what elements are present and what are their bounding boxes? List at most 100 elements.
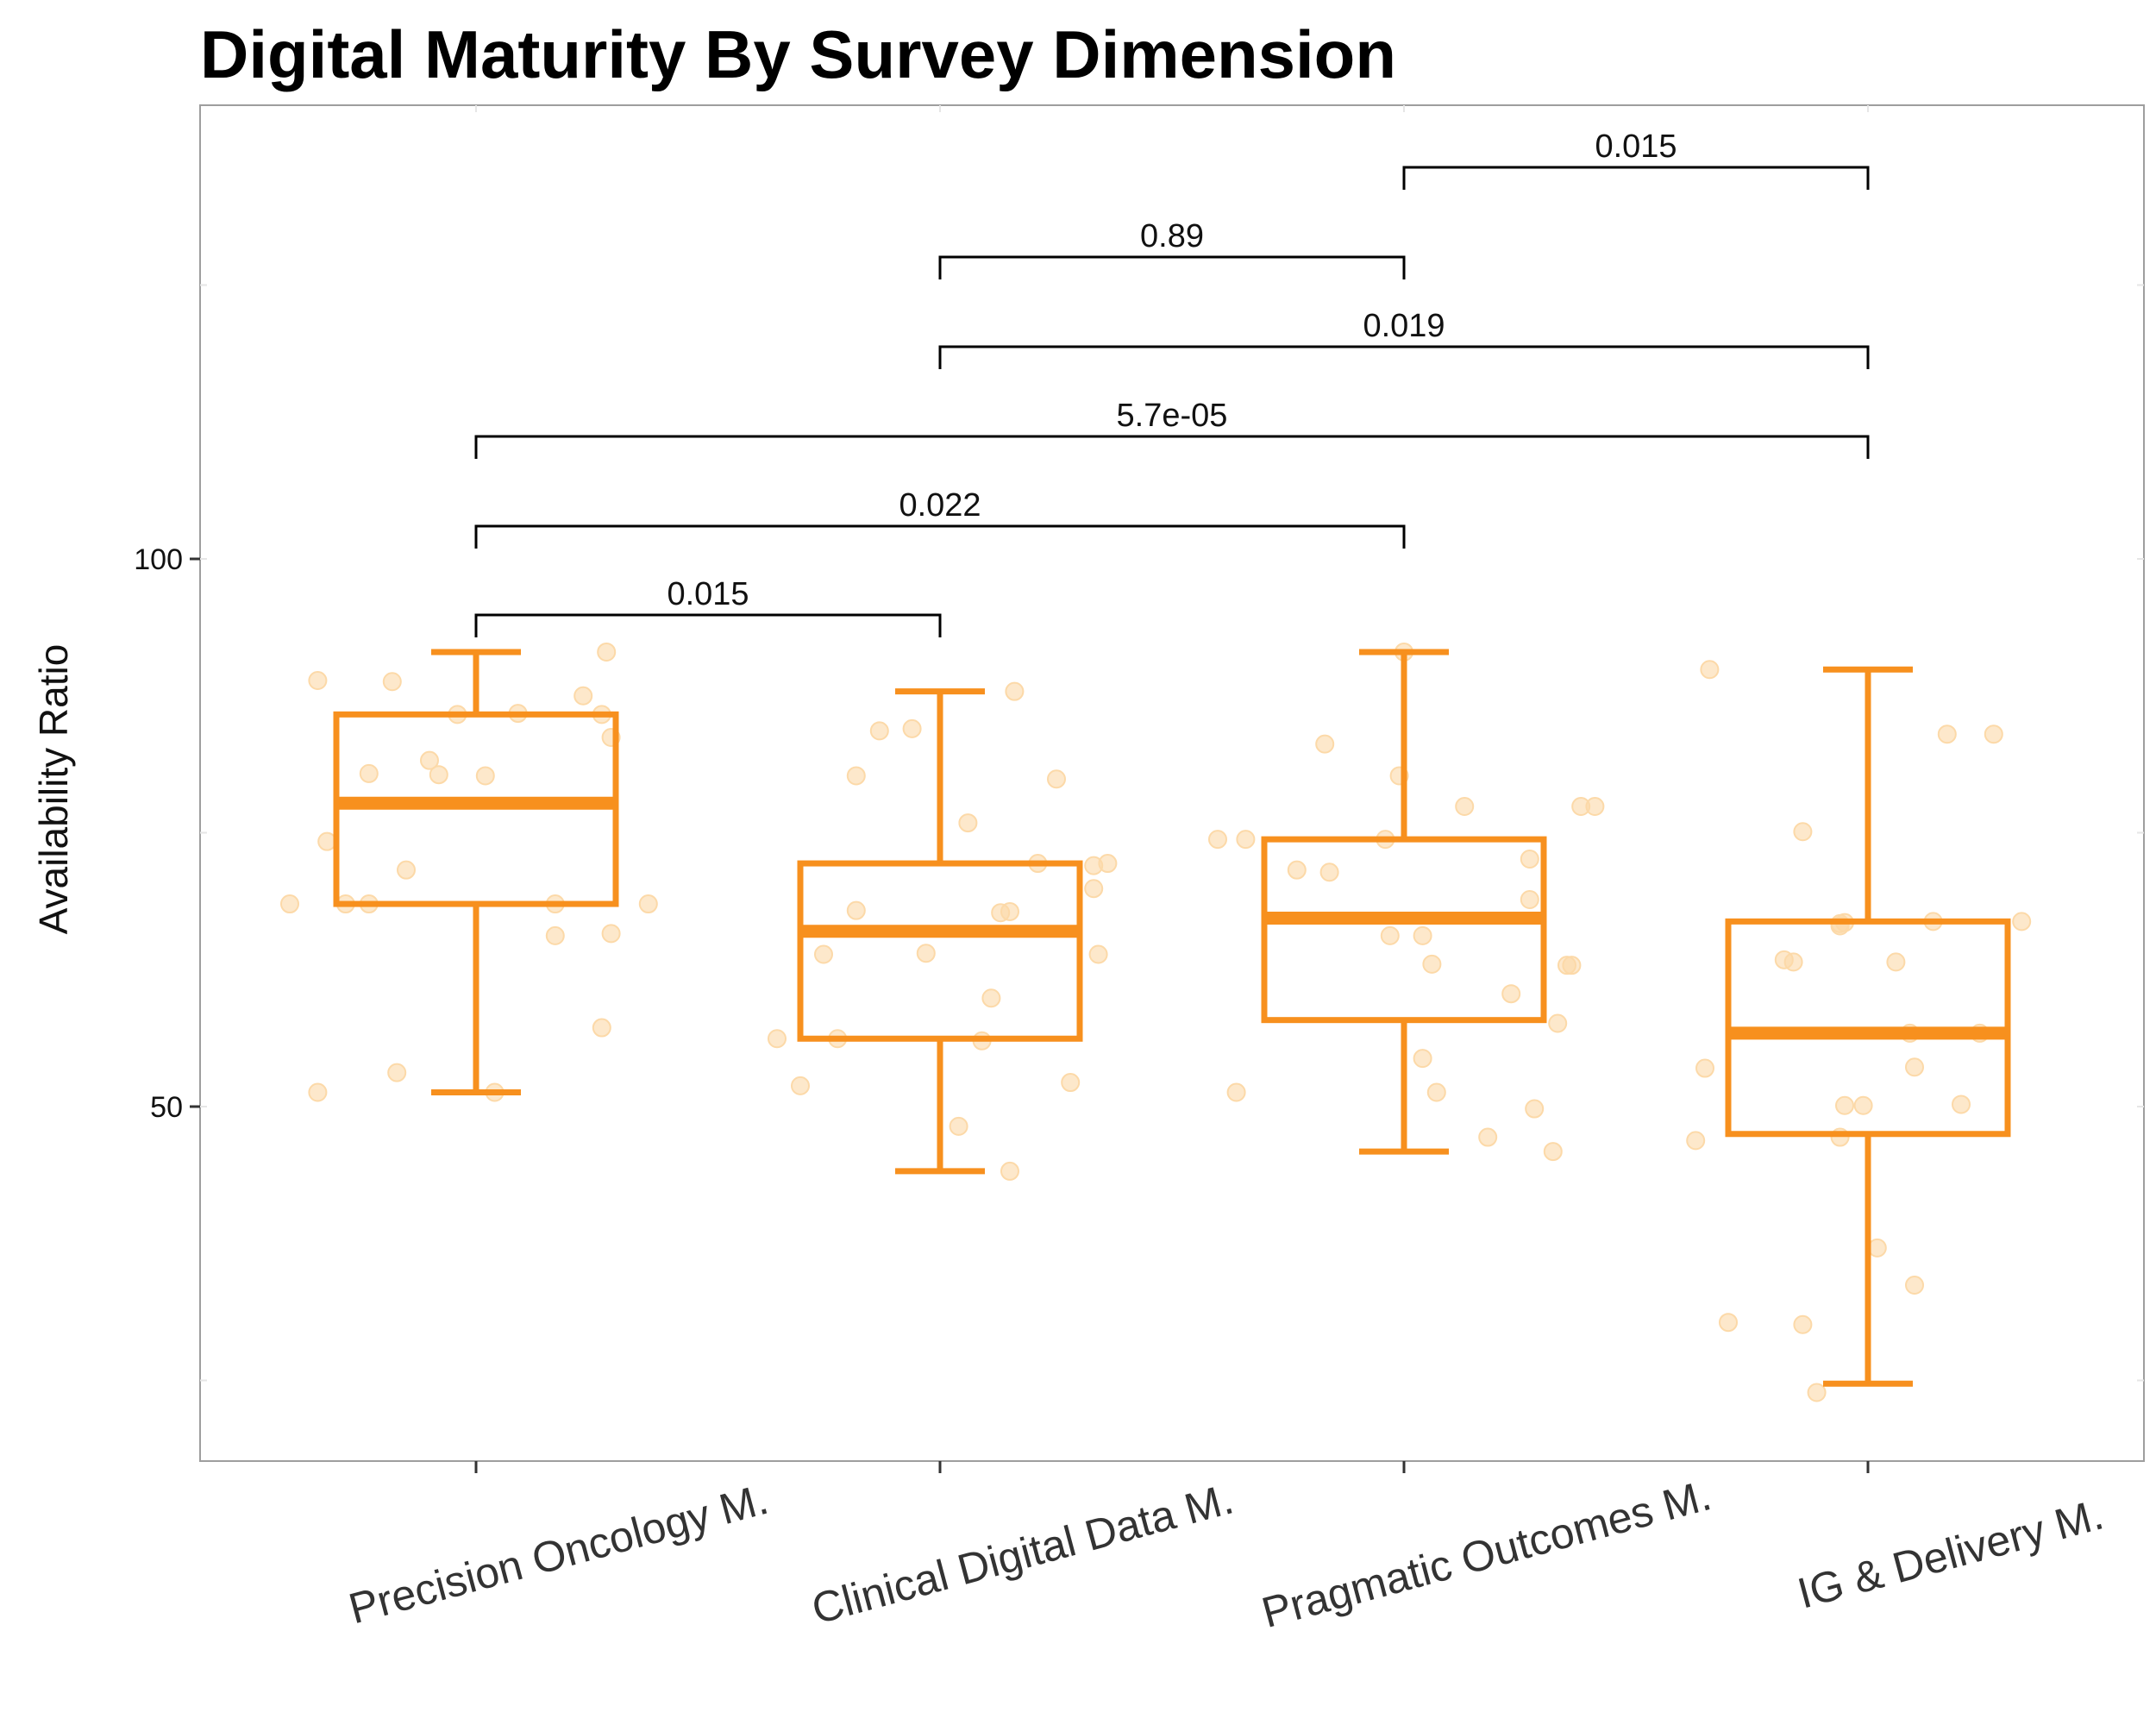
jitter-points: [280, 642, 2032, 1402]
data-point: [1098, 854, 1118, 874]
data-point: [1000, 1161, 1019, 1181]
data-point: [308, 1082, 328, 1102]
p-value-label: 5.7e-05: [1117, 398, 1228, 434]
comparison-bracket: [938, 255, 1406, 279]
data-point: [382, 672, 402, 692]
data-point: [846, 766, 866, 786]
data-point: [1413, 925, 1432, 945]
p-value-label: 0.022: [899, 487, 981, 524]
data-point: [359, 763, 379, 783]
data-point: [1319, 862, 1339, 882]
data-point: [1426, 1082, 1446, 1102]
data-point: [958, 813, 978, 833]
data-point: [429, 765, 448, 785]
boxes: [333, 649, 2011, 1387]
data-point: [1520, 889, 1539, 909]
data-point: [1937, 724, 1957, 744]
data-point: [1886, 952, 1906, 972]
data-point: [573, 686, 593, 706]
data-point: [1047, 769, 1066, 789]
data-point: [1525, 1099, 1545, 1119]
data-point: [280, 894, 299, 914]
data-point: [1000, 901, 1019, 921]
data-point: [1380, 925, 1400, 945]
comparison-bracket: [474, 524, 1406, 549]
data-point: [791, 1076, 810, 1095]
box-iqr: [797, 860, 1083, 1042]
data-point: [1236, 830, 1256, 850]
data-point: [869, 721, 889, 741]
data-point: [1543, 1142, 1563, 1162]
chart-title: Digital Maturity By Survey Dimension: [200, 16, 1396, 92]
p-value-label: 0.015: [667, 576, 749, 612]
y-axis-title: Availability Ratio: [31, 644, 76, 935]
comparison-bracket: [474, 613, 942, 637]
data-point: [1695, 1058, 1714, 1078]
data-point: [1315, 734, 1335, 754]
data-point: [1686, 1131, 1706, 1151]
data-point: [1562, 956, 1582, 975]
box-iqr: [1261, 836, 1547, 1024]
data-point: [1422, 954, 1442, 974]
data-point: [981, 988, 1001, 1008]
data-point: [1700, 660, 1720, 680]
data-point: [949, 1116, 968, 1136]
data-point: [1084, 879, 1104, 899]
data-point: [1905, 1276, 1924, 1295]
data-point: [814, 944, 833, 964]
data-point: [317, 831, 337, 851]
data-point: [1952, 1095, 1971, 1114]
data-point: [597, 642, 617, 662]
comparison-bracket: [938, 345, 1870, 369]
data-point: [1520, 849, 1539, 869]
data-point: [1061, 1073, 1081, 1093]
data-point: [768, 1029, 787, 1049]
data-point: [1793, 822, 1813, 842]
p-value-label: 0.015: [1595, 129, 1677, 165]
data-point: [1905, 1057, 1924, 1077]
data-point: [638, 894, 658, 914]
data-point: [1287, 860, 1307, 880]
data-point: [916, 944, 936, 963]
data-point: [397, 860, 416, 880]
data-point: [1088, 944, 1108, 964]
panel-border: [199, 104, 2145, 1462]
significance-brackets: 0.015 0.022 5.7e-05 0.019 0.89 0.015: [474, 129, 1870, 637]
data-point: [1413, 1049, 1432, 1069]
data-point: [902, 718, 922, 738]
data-point: [1005, 681, 1025, 701]
data-point: [1835, 1095, 1854, 1115]
data-point: [592, 1018, 611, 1038]
x-tick-label: Pragmatic Outcomes M.: [1257, 1471, 1715, 1637]
data-point: [545, 925, 565, 945]
data-point: [1208, 830, 1227, 850]
data-point: [2012, 912, 2032, 932]
data-point: [1548, 1013, 1568, 1033]
data-point: [475, 766, 495, 786]
data-point: [387, 1063, 407, 1082]
data-point: [308, 670, 328, 690]
data-point: [1501, 984, 1521, 1004]
data-point: [1455, 797, 1475, 817]
data-point: [601, 924, 621, 944]
data-point: [1783, 952, 1803, 972]
panel-background: [199, 104, 2145, 1462]
x-tick-label: Clinical Digital Data M.: [806, 1474, 1238, 1633]
comparison-bracket: [1402, 166, 1870, 190]
data-point: [1853, 1095, 1873, 1115]
data-point: [1226, 1082, 1246, 1102]
x-tick-label: Precision Oncology M.: [344, 1475, 774, 1634]
p-value-label: 0.89: [1140, 218, 1204, 254]
data-point: [1807, 1383, 1827, 1402]
y-tick-label: 50: [150, 1091, 183, 1124]
comparison-bracket: [474, 435, 1870, 459]
y-tick-label: 100: [134, 543, 183, 576]
data-point: [846, 900, 866, 920]
x-tick-label: IG & Delivery M.: [1793, 1490, 2109, 1617]
data-point: [1984, 724, 2003, 744]
data-point: [1793, 1314, 1813, 1334]
data-point: [1719, 1313, 1738, 1333]
data-point: [420, 750, 439, 770]
data-point: [1585, 797, 1605, 817]
